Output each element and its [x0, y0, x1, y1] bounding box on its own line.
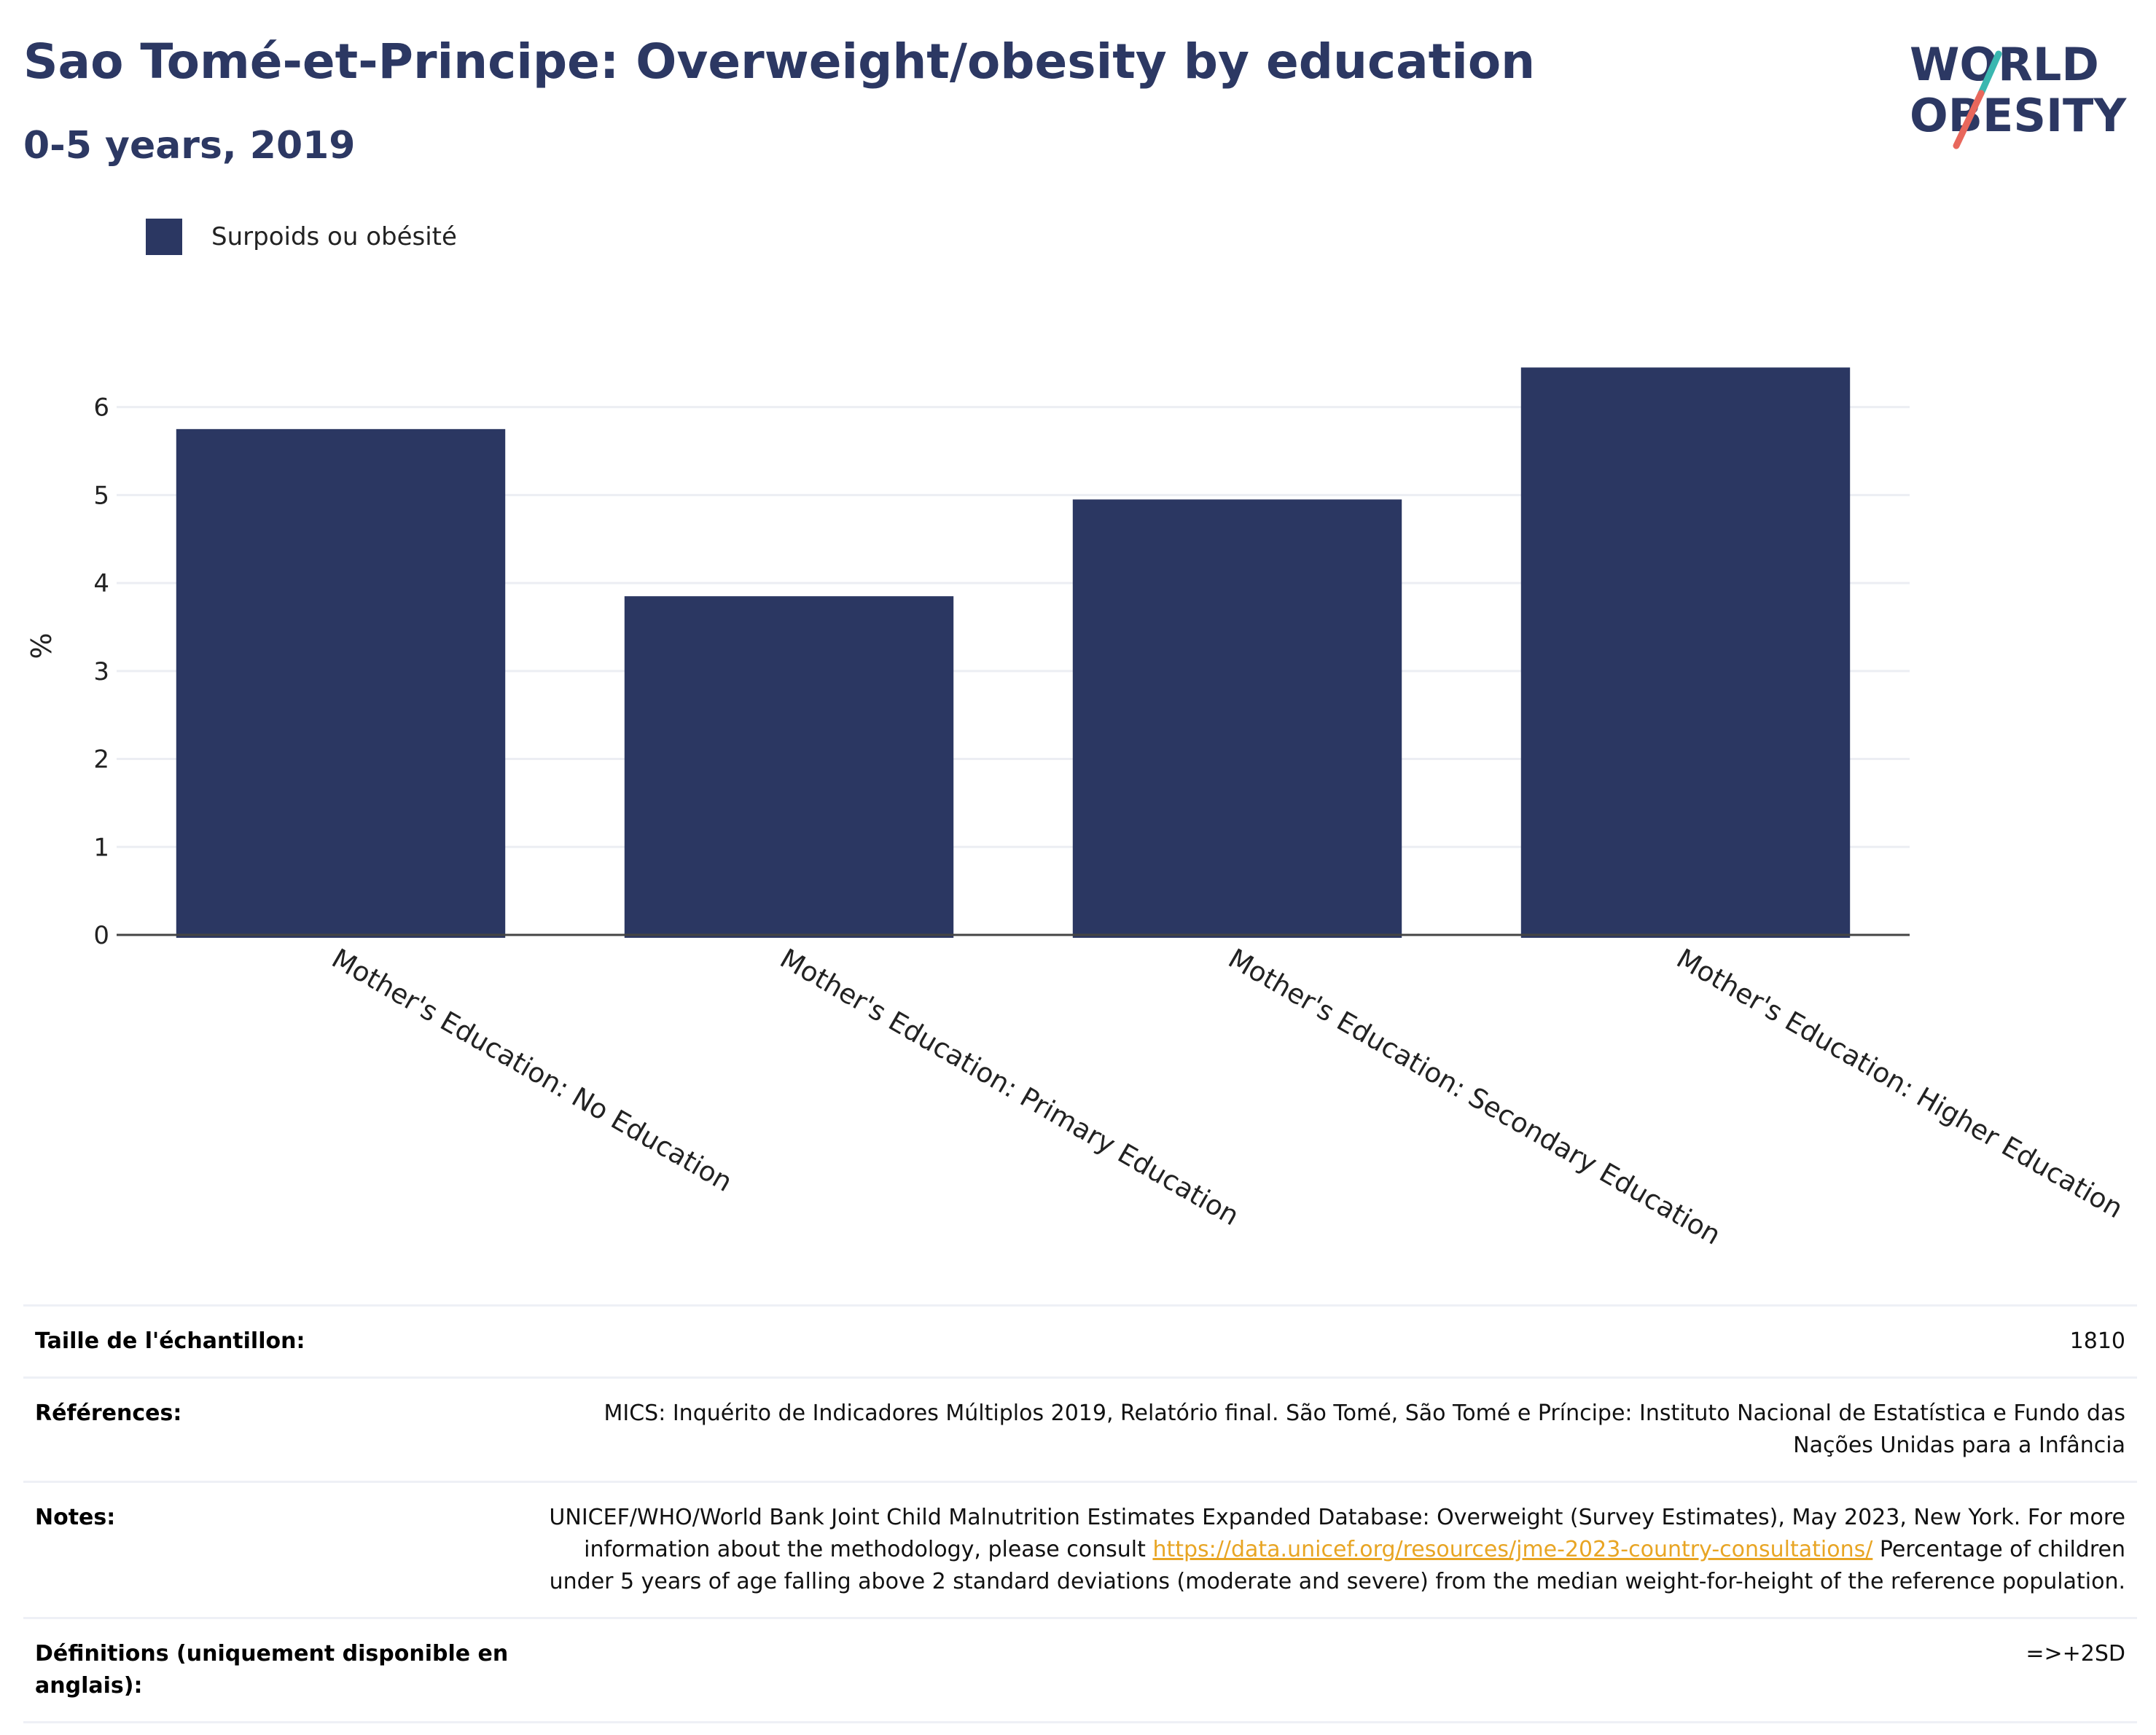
definitions-value: =>+2SD — [2026, 1641, 2125, 1667]
bar-chart: 0 1 2 3 4 5 6% Mother's Education: No Education… — [26, 367, 2128, 1251]
logo-slash-teal — [1977, 50, 2002, 97]
info-table: Taille de l'échantillon: 1810 Références… — [23, 1304, 2137, 1723]
bar — [1072, 499, 1402, 938]
references-label: Références: — [35, 1401, 182, 1426]
chart-title: Sao Tomé-et-Principe: Overweight/obesity… — [23, 34, 1536, 90]
y-axis-label: % — [26, 632, 58, 659]
definitions-label: Définitions (uniquement disponible en an… — [35, 1641, 509, 1699]
sample-size-label: Taille de l'échantillon: — [35, 1328, 305, 1354]
legend-swatch — [146, 219, 182, 255]
x-tick-label: Mother's Education: Primary Education — [775, 943, 1244, 1232]
bar — [624, 596, 954, 938]
notes-text-before: UNICEF/WHO/World Bank Joint Child Malnut… — [549, 1505, 2125, 1562]
bar — [176, 428, 506, 938]
notes-value: UNICEF/WHO/World Bank Joint Child Malnut… — [531, 1502, 2125, 1598]
y-tick-label: 1 — [93, 833, 109, 862]
y-tick-label: 6 — [93, 393, 109, 423]
world-obesity-logo: WORLD OBESITY — [1910, 38, 2127, 149]
sample-size-value: 1810 — [2069, 1328, 2125, 1354]
logo-line1: WORLD — [1910, 38, 2099, 91]
x-tick-label: Mother's Education: Secondary Education — [1223, 943, 1726, 1251]
notes-label: Notes: — [35, 1505, 116, 1530]
x-tick-label: Mother's Education: No Education — [327, 943, 738, 1198]
info-row-definitions: Définitions (uniquement disponible en an… — [23, 1617, 2137, 1723]
logo-line2: OBESITY — [1910, 89, 2127, 142]
legend-label: Surpoids ou obésité — [211, 222, 457, 251]
chart-subtitle: 0-5 years, 2019 — [23, 124, 356, 168]
legend[interactable]: Surpoids ou obésité — [146, 219, 457, 255]
y-tick-label: 5 — [93, 481, 109, 510]
notes-link[interactable]: https://data.unicef.org/resources/jme-20… — [1152, 1537, 1873, 1562]
info-row-notes: Notes: UNICEF/WHO/World Bank Joint Child… — [23, 1481, 2137, 1617]
bar — [1520, 367, 1851, 939]
references-value: MICS: Inquérito de Indicadores Múltiplos… — [604, 1401, 2125, 1458]
info-row-sample-size: Taille de l'échantillon: 1810 — [23, 1304, 2137, 1376]
y-tick-label: 3 — [93, 657, 109, 686]
y-tick-label: 2 — [93, 745, 109, 775]
logo-slash-coral — [1953, 90, 1985, 149]
x-tick-label: Mother's Education: Higher Education — [1671, 943, 2128, 1225]
y-tick-label: 4 — [93, 569, 109, 598]
info-row-references: Références: MICS: Inquérito de Indicador… — [23, 1376, 2137, 1481]
notes-text-after: Percentage of children under 5 years of … — [549, 1537, 2125, 1594]
y-tick-label: 0 — [93, 921, 109, 950]
